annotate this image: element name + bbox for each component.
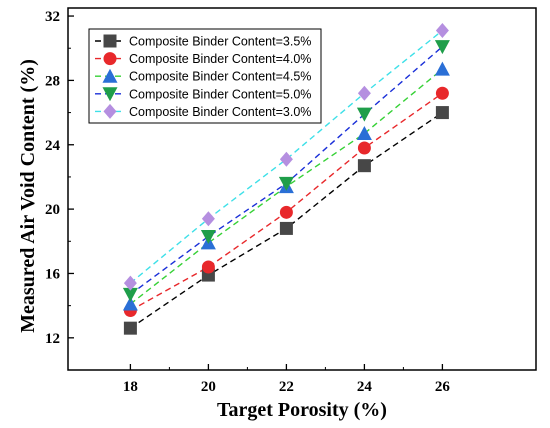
data-point: [435, 86, 449, 100]
x-axis-ticks: 18 20 22 24 26: [123, 364, 451, 395]
x-axis-title: Target Porosity (%): [217, 399, 387, 421]
x-tick-label: 20: [201, 379, 216, 395]
x-tick-label: 18: [123, 379, 138, 395]
data-point: [279, 151, 293, 167]
data-point: [357, 141, 371, 155]
data-point: [357, 159, 371, 173]
data-point: [122, 287, 138, 302]
legend-marker: [103, 34, 117, 48]
x-tick-label: 26: [435, 379, 451, 395]
legend-label: Composite Binder Content=3.5%: [129, 35, 311, 49]
legend-label: Composite Binder Content=4.5%: [129, 70, 311, 84]
data-point: [356, 125, 372, 140]
data-point: [123, 275, 137, 291]
data-point: [278, 176, 294, 191]
legend-marker: [103, 52, 117, 66]
y-tick-label: 12: [45, 331, 60, 347]
data-point: [201, 260, 215, 274]
legend-box: [88, 28, 322, 124]
series-line: [129, 29, 443, 284]
legend-marker: [102, 87, 118, 102]
plot-area: [67, 7, 537, 371]
y-tick-label: 32: [45, 9, 60, 25]
y-tick-label: 16: [45, 266, 61, 282]
data-point: [434, 61, 450, 76]
data-point: [435, 106, 449, 120]
series-line: [130, 111, 443, 329]
data-point: [435, 23, 449, 39]
y-tick-label: 20: [45, 202, 60, 218]
y-axis-ticks: 12 16 20 24 28 32: [45, 9, 74, 347]
legend: Composite Binder Content=3.5% Composite B…: [88, 28, 322, 124]
legend-marker: [103, 103, 117, 119]
data-point: [356, 107, 372, 122]
x-tick-label: 24: [357, 379, 373, 395]
series-line: [130, 92, 443, 312]
legend-marker: [102, 68, 118, 83]
series-markers: [122, 23, 450, 335]
data-point: [279, 221, 293, 235]
data-point: [201, 211, 215, 227]
x-tick-label: 22: [279, 379, 294, 395]
data-point: [357, 85, 371, 101]
data-point: [123, 321, 137, 335]
data-point: [200, 229, 216, 244]
legend-label: Composite Binder Content=4.0%: [129, 52, 311, 66]
data-point: [434, 40, 450, 55]
y-axis-title: Measured Air Void Content (%): [17, 59, 39, 333]
data-point: [122, 296, 138, 311]
data-point: [279, 205, 293, 219]
y-tick-label: 24: [45, 138, 61, 154]
plot-frame: [67, 7, 537, 371]
legend-label: Composite Binder Content=3.0%: [129, 105, 311, 119]
legend-label: Composite Binder Content=5.0%: [129, 87, 311, 101]
y-tick-label: 28: [45, 73, 60, 89]
